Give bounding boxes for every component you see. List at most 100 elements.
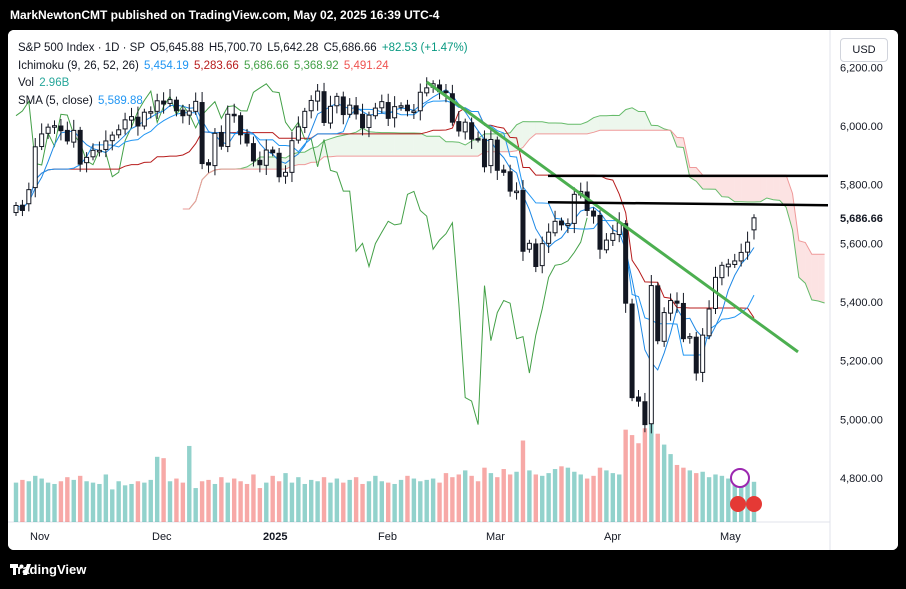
volume-bar — [373, 475, 378, 522]
trendline-drawing — [425, 80, 799, 354]
volume-bar — [238, 481, 243, 522]
candle-body — [103, 140, 109, 150]
ichimoku-cloud-segment — [381, 132, 389, 157]
volume-bar — [180, 482, 186, 522]
volume-bar — [687, 470, 693, 522]
last-price-label: 5,686.66 — [840, 213, 883, 225]
volume-bar — [572, 471, 577, 522]
candle-body — [52, 125, 58, 128]
ichimoku-cloud-segment — [715, 175, 722, 197]
ichimoku-cloud-segment — [426, 136, 434, 157]
volume-bar — [347, 479, 352, 522]
candle-body — [315, 90, 321, 102]
volume-bar — [527, 470, 532, 522]
ichimoku-cloud-segment — [766, 175, 774, 200]
candle-body — [141, 111, 147, 127]
candle-body — [751, 217, 757, 231]
ichimoku-cloud-segment — [741, 175, 748, 203]
candle-body — [610, 233, 616, 241]
ichimoku-cloud-segment — [471, 138, 479, 157]
candle-body — [340, 96, 346, 116]
volume-bar — [77, 475, 83, 522]
candle-body — [135, 116, 141, 127]
ichimoku-leadA-value: 5,368.92 — [293, 59, 339, 72]
volume-bar — [309, 479, 314, 522]
legend-sma-row[interactable]: SMA (5, close) 5,589.88 — [18, 93, 468, 111]
volume-bar — [578, 474, 583, 522]
volume-bar — [296, 477, 301, 522]
time-tick-label: Dec — [152, 531, 172, 543]
legend-volume-row[interactable]: Vol 2.96B — [18, 75, 468, 93]
price-tick-label: 6,000.00 — [840, 121, 883, 133]
candle-body — [45, 126, 51, 134]
volume-bar — [514, 471, 519, 522]
chart-frame[interactable]: 4,800.00 5,000.00 5,200.00 5,400.00 5,600.00… — [8, 30, 898, 550]
candle-body — [693, 336, 699, 374]
symbol-label[interactable]: S&P 500 Index · 1D · SP — [18, 42, 145, 54]
volume-bar — [745, 475, 750, 522]
ichimoku-cloud-segment — [593, 115, 600, 133]
currency-button[interactable]: USD — [840, 38, 888, 62]
volume-bar — [642, 428, 648, 522]
volume-bar — [65, 477, 70, 522]
candle-body — [507, 171, 513, 192]
flag-event-icon[interactable] — [730, 496, 746, 512]
legend-ichimoku-row[interactable]: Ichimoku (9, 26, 52, 26) 5,454.19 5,283.… — [18, 58, 468, 76]
volume-bar — [97, 483, 102, 522]
volume-bar — [129, 483, 134, 522]
candle-body — [558, 220, 564, 226]
volume-bar — [597, 467, 603, 522]
volume-bar — [392, 483, 397, 522]
volume-bar — [315, 481, 320, 522]
candle-body — [501, 169, 507, 173]
candle-body — [417, 91, 423, 112]
volume-bar — [20, 479, 25, 522]
ichimoku-cloud-segment — [458, 142, 466, 157]
candle-body — [725, 263, 731, 268]
volume-bar — [694, 473, 699, 522]
volume-bar — [58, 481, 64, 522]
volume-bar — [353, 477, 359, 522]
ichimoku-cloud-segment — [798, 240, 806, 284]
price-chart-svg[interactable]: 4,800.00 5,000.00 5,200.00 5,400.00 5,600.00… — [8, 30, 898, 550]
candle-body — [623, 223, 629, 304]
volume-bar — [706, 477, 712, 522]
candle-body — [186, 110, 192, 116]
candle-body — [514, 190, 520, 194]
candle-body — [668, 300, 674, 314]
candle-body — [212, 132, 218, 167]
ichimoku-cloud-segment — [786, 175, 793, 230]
volume-bar — [584, 478, 590, 522]
volume-bar — [193, 488, 198, 522]
volume-bar — [559, 466, 564, 522]
volume-bar — [424, 479, 429, 522]
candle-body — [456, 121, 462, 132]
candle-body — [687, 336, 693, 339]
ichimoku-conversion-line — [15, 100, 755, 356]
price-tick-label: 5,600.00 — [840, 238, 883, 250]
candle-body — [71, 129, 77, 143]
ichimoku-cloud-segment — [619, 109, 626, 131]
volume-bar — [219, 477, 224, 522]
ichimoku-cloud-segment — [696, 167, 703, 189]
change-value: +82.53 (+1.47%) — [381, 42, 468, 54]
chart-legend: S&P 500 Index · 1D · SP O5,645.88 H5,700… — [18, 40, 468, 110]
candle-body — [462, 121, 468, 133]
ichimoku-cloud-segment — [388, 132, 395, 157]
volume-bar — [142, 482, 147, 522]
volume-bar — [199, 481, 205, 522]
earnings-event-icon[interactable] — [730, 468, 750, 488]
ichimoku-cloud-segment — [349, 132, 357, 157]
volume-bar — [700, 471, 705, 522]
candle-body — [494, 139, 500, 171]
ichimoku-cloud-segment — [644, 111, 652, 131]
flag-event-icon[interactable] — [746, 496, 762, 512]
candle-body — [58, 125, 64, 132]
volume-bar — [405, 475, 410, 522]
volume-bar — [463, 470, 468, 522]
candle-body — [404, 104, 410, 112]
ichimoku-cloud-segment — [465, 141, 472, 157]
candle-body — [13, 204, 19, 214]
volume-label: Vol — [18, 77, 34, 89]
volume-bar — [623, 429, 628, 522]
